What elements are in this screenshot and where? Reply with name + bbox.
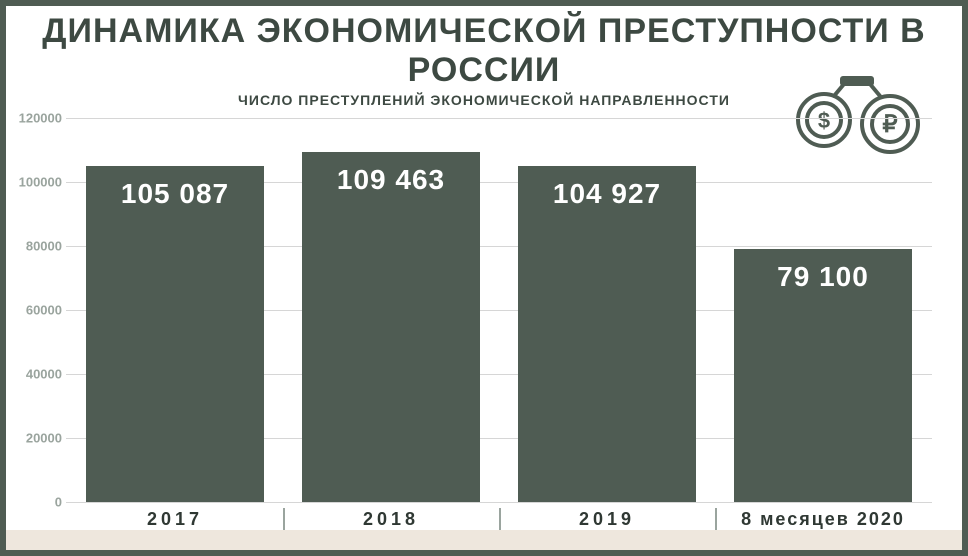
bar-chart: 020000400006000080000100000120000105 087… — [66, 118, 932, 536]
footer-strip — [6, 530, 962, 550]
y-tick-label: 0 — [14, 495, 62, 510]
infographic-frame: ДИНАМИКА ЭКОНОМИЧЕСКОЙ ПРЕСТУПНОСТИ В РО… — [0, 0, 968, 556]
bar-slot: 109 463 — [302, 118, 480, 502]
bar: 105 087 — [86, 166, 264, 502]
bar-slot: 105 087 — [86, 118, 264, 502]
bar-value-label: 109 463 — [302, 164, 480, 196]
bar: 109 463 — [302, 152, 480, 502]
y-tick-label: 60000 — [14, 303, 62, 318]
bars-container: 105 087 109 463 104 927 79 100 — [66, 118, 932, 502]
bar: 104 927 — [518, 166, 696, 502]
bar-value-label: 105 087 — [86, 178, 264, 210]
y-tick-label: 40000 — [14, 367, 62, 382]
bar: 79 100 — [734, 249, 912, 502]
y-tick-label: 20000 — [14, 431, 62, 446]
bar-value-label: 104 927 — [518, 178, 696, 210]
bar-value-label: 79 100 — [734, 261, 912, 293]
bar-slot: 79 100 — [734, 118, 912, 502]
y-tick-label: 120000 — [14, 111, 62, 126]
bar-slot: 104 927 — [518, 118, 696, 502]
y-tick-label: 80000 — [14, 239, 62, 254]
y-tick-label: 100000 — [14, 175, 62, 190]
